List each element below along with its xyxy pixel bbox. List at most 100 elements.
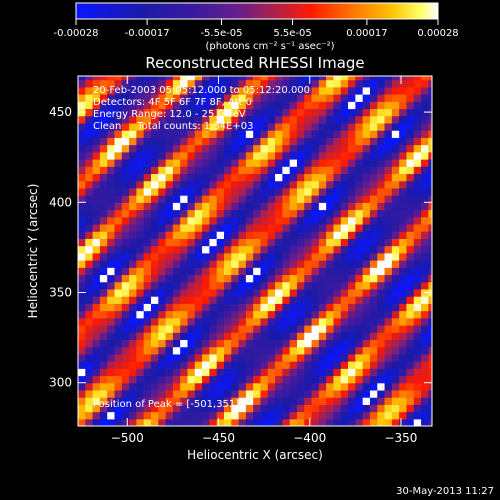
heatmap-cell	[223, 94, 232, 102]
heatmap-cell	[311, 158, 320, 167]
heatmap-cell	[223, 122, 232, 131]
heatmap-cell	[377, 375, 386, 384]
heatmap-cell	[121, 202, 130, 211]
heatmap-cell	[304, 144, 313, 153]
heatmap-cell	[99, 296, 108, 304]
heatmap-cell	[253, 151, 262, 160]
heatmap-cell	[399, 375, 408, 384]
heatmap-cell	[143, 76, 152, 81]
heatmap-cell	[253, 296, 262, 304]
heatmap-cell	[362, 122, 371, 131]
heatmap-cell	[369, 76, 378, 81]
heatmap-cell	[85, 404, 94, 413]
heatmap-cell	[253, 418, 262, 426]
heatmap-cell	[107, 389, 116, 398]
heatmap-cell	[326, 361, 335, 369]
heatmap-cell	[275, 151, 283, 160]
heatmap-cell	[399, 173, 408, 182]
heatmap-cell	[202, 375, 210, 384]
heatmap-cell	[304, 158, 313, 167]
peak-position-label: Position of Peak = [-501,351]	[93, 399, 239, 410]
heatmap-cell	[318, 353, 327, 362]
heatmap-cell	[384, 223, 393, 232]
heatmap-cell	[238, 404, 247, 413]
heatmap-cell	[136, 332, 145, 341]
heatmap-cell	[245, 274, 254, 283]
heatmap-cell	[150, 310, 159, 319]
heatmap-cell	[92, 173, 101, 182]
heatmap-cell	[99, 180, 108, 189]
heatmap-cell	[333, 296, 342, 304]
heatmap-cell	[194, 375, 203, 384]
heatmap-cell	[428, 79, 432, 88]
heatmap-cell	[267, 303, 276, 312]
heatmap-cell	[304, 317, 313, 326]
heatmap-cell	[150, 101, 159, 110]
heatmap-cell	[428, 303, 432, 312]
heatmap-cell	[421, 252, 429, 261]
heatmap-cell	[143, 260, 152, 268]
heatmap-cell	[245, 76, 254, 81]
heatmap-cell	[304, 346, 313, 355]
heatmap-cell	[340, 375, 349, 384]
heatmap-cell	[384, 346, 393, 355]
heatmap-cell	[318, 151, 327, 160]
heatmap-cell	[107, 281, 116, 290]
heatmap-cell	[267, 76, 276, 81]
heatmap-cell	[129, 108, 137, 117]
heatmap-cell	[180, 202, 189, 211]
heatmap-cell	[391, 158, 400, 167]
heatmap-cell	[114, 86, 123, 95]
heatmap-cell	[282, 296, 291, 304]
colorbar-ticks: -0.00028 -0.00017 -5.5e-05 5.5e-05 0.00017 0.…	[54, 19, 459, 39]
heatmap-cell	[223, 274, 232, 283]
heatmap-cell	[165, 173, 174, 182]
heatmap-cell	[326, 101, 335, 110]
heatmap-cell	[428, 202, 432, 211]
heatmap-cell	[158, 245, 167, 254]
heatmap-cell	[107, 238, 116, 247]
heatmap-cell	[245, 187, 254, 196]
heatmap-cell	[391, 173, 400, 182]
heatmap-cell	[136, 209, 145, 218]
heatmap-cell	[391, 353, 400, 362]
heatmap-cell	[194, 245, 203, 254]
heatmap-cell	[369, 332, 378, 341]
heatmap-cell	[187, 382, 196, 391]
heatmap-cell	[377, 260, 386, 268]
heatmap-cell	[238, 288, 247, 297]
heatmap-cell	[384, 368, 393, 377]
heatmap-cell	[129, 130, 137, 138]
heatmap-cell	[209, 382, 218, 391]
heatmap-cell	[143, 324, 152, 333]
heatmap-cell	[245, 216, 254, 225]
heatmap-cell	[129, 310, 137, 319]
heatmap-cell	[311, 339, 320, 348]
heatmap-cell	[216, 79, 225, 88]
heatmap-cell	[275, 375, 283, 384]
heatmap-cell	[428, 317, 432, 326]
heatmap-cell	[428, 389, 432, 398]
heatmap-cell	[238, 397, 247, 405]
heatmap-cell	[85, 303, 94, 312]
heatmap-cell	[326, 137, 335, 146]
heatmap-cell	[136, 231, 145, 239]
heatmap-cell	[180, 223, 189, 232]
heatmap-cell	[428, 324, 432, 333]
heatmap-cell	[216, 252, 225, 261]
heatmap-cell	[413, 274, 422, 283]
heatmap-cell	[165, 353, 174, 362]
heatmap-cell	[289, 389, 298, 398]
heatmap-cell	[180, 353, 189, 362]
heatmap-cell	[318, 404, 327, 413]
heatmap-cell	[85, 151, 94, 160]
heatmap-cell	[304, 173, 313, 182]
heatmap-cell	[245, 288, 254, 297]
heatmap-cell	[384, 281, 393, 290]
heatmap-cell	[114, 361, 123, 369]
heatmap-cell	[158, 346, 167, 355]
heatmap-cell	[143, 238, 152, 247]
heatmap-cell	[369, 209, 378, 218]
heatmap-cell	[129, 411, 137, 420]
heatmap-cell	[318, 180, 327, 189]
